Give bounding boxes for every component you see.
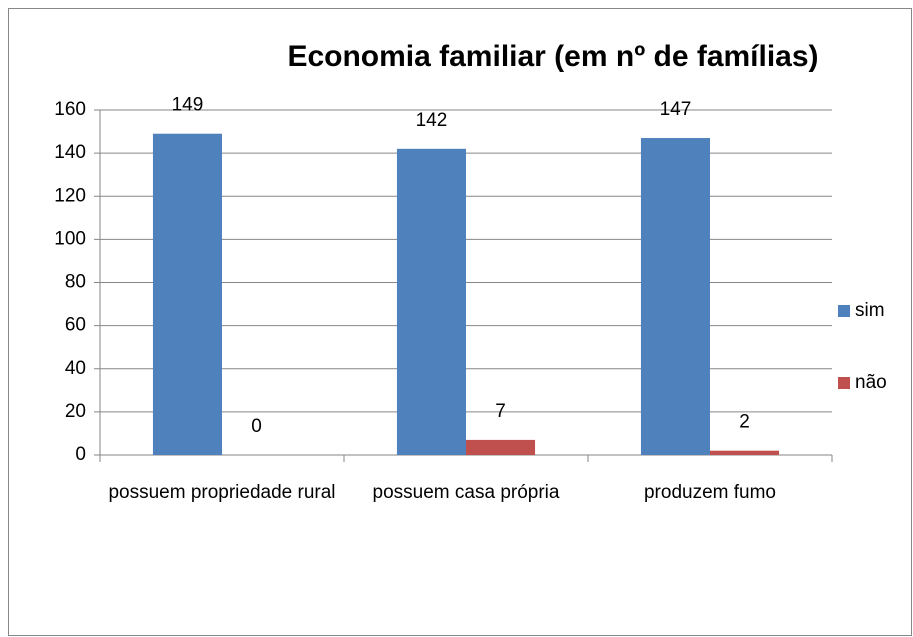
value-label: 2	[739, 412, 750, 433]
y-tick-label: 40	[65, 358, 86, 379]
bar	[466, 439, 536, 455]
value-label: 149	[172, 95, 204, 116]
value-label: 142	[416, 110, 448, 131]
x-tick-label: possuem propriedade rural	[108, 482, 335, 503]
bar	[396, 148, 466, 455]
y-tick-label: 100	[54, 228, 86, 249]
bar	[710, 450, 780, 455]
value-label: 147	[660, 99, 692, 120]
x-tick-label: possuem casa própria	[373, 482, 560, 503]
y-tick-label: 20	[65, 401, 86, 422]
x-tick-label: produzem fumo	[644, 482, 776, 503]
legend-swatch	[838, 305, 850, 317]
bar	[152, 133, 222, 455]
value-label: 0	[251, 416, 262, 437]
y-tick-label: 160	[54, 99, 86, 120]
chart-title: Economia familiar (em nº de famílias)	[287, 40, 818, 73]
value-label: 7	[495, 401, 506, 422]
legend-label: não	[855, 372, 887, 393]
y-tick-label: 0	[75, 444, 86, 465]
y-tick-label: 140	[54, 142, 86, 163]
bar	[640, 138, 710, 455]
legend-swatch	[838, 377, 850, 389]
legend-label: sim	[855, 300, 885, 321]
y-tick-label: 120	[54, 185, 86, 206]
y-tick-label: 80	[65, 272, 86, 293]
y-tick-label: 60	[65, 315, 86, 336]
